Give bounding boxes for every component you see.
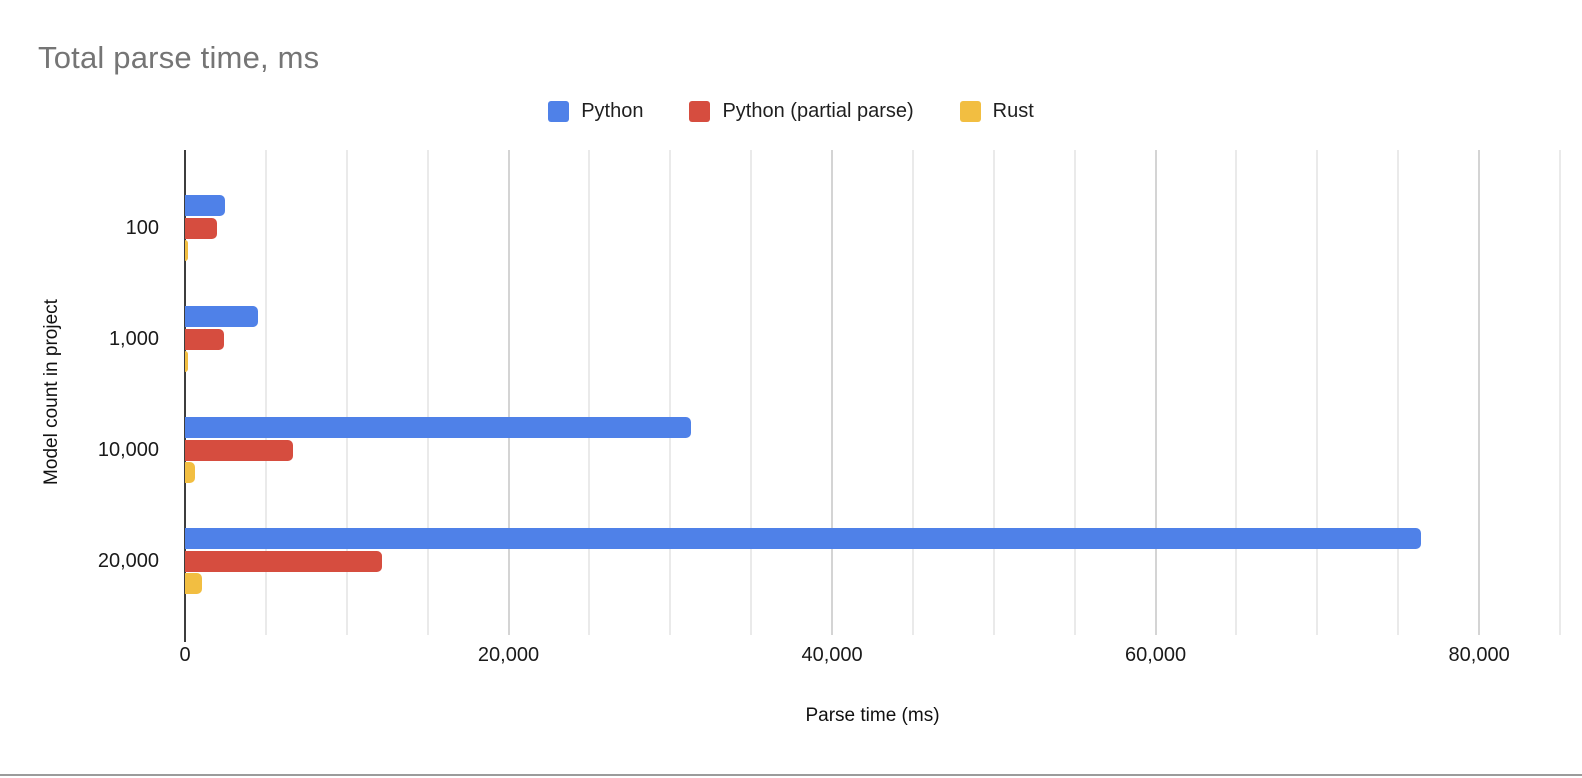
legend-item-python: Python: [548, 100, 643, 123]
major-gridline: [1154, 150, 1157, 635]
bar-python-partial-parse-100: [185, 217, 218, 239]
bar-python-20000: [185, 528, 1421, 549]
chart-title: Total parse time, ms: [38, 40, 320, 75]
bar-rust-20000: [185, 573, 202, 594]
y-tick-labels: 100 1,000 10,000 20,000: [0, 150, 172, 635]
minor-gridline: [1559, 150, 1561, 635]
major-gridline: [1478, 150, 1481, 635]
major-gridline: [507, 150, 510, 635]
bar-rust-1000: [185, 351, 189, 372]
x-tick-label: 20,000: [477, 644, 540, 666]
x-tick-label: 60,000: [1124, 644, 1187, 666]
legend-label-python-partial: Python (partial parse): [722, 100, 914, 122]
minor-gridline: [1235, 150, 1238, 635]
legend-item-python-partial: Python (partial parse): [689, 100, 914, 123]
y-axis-line: [184, 150, 186, 642]
bar-python-partial-parse-20000: [185, 550, 383, 572]
minor-gridline: [992, 150, 995, 635]
minor-gridline: [345, 150, 348, 635]
y-tick-label: 1,000: [108, 328, 159, 350]
minor-gridline: [426, 150, 429, 635]
x-tick-label: 0: [179, 644, 191, 666]
y-tick-label: 10,000: [97, 439, 159, 461]
bar-python-partial-parse-1000: [185, 328, 224, 350]
x-tick-label: 80,000: [1448, 644, 1510, 666]
x-axis-title: Parse time (ms): [805, 705, 940, 726]
minor-gridline: [911, 150, 914, 635]
legend-label-python: Python: [581, 100, 644, 122]
y-tick-label: 20,000: [97, 550, 159, 572]
minor-gridline: [1073, 150, 1076, 635]
minor-gridline: [588, 150, 591, 635]
y-tick-label: 100: [125, 217, 159, 239]
legend-label-rust: Rust: [992, 100, 1034, 122]
bar-python-100: [185, 195, 226, 216]
bar-python-partial-parse-10000: [185, 439, 294, 461]
bar-rust-10000: [185, 462, 195, 483]
minor-gridline: [1316, 150, 1319, 635]
minor-gridline: [264, 150, 267, 635]
x-tick-label: 40,000: [801, 644, 863, 666]
legend-item-rust: Rust: [959, 100, 1034, 123]
chart-legend: Python Python (partial parse) Rust: [0, 100, 1582, 123]
minor-gridline: [1397, 150, 1400, 635]
minor-gridline: [669, 150, 672, 635]
legend-swatch-rust-icon: [959, 101, 981, 122]
bar-rust-100: [185, 240, 188, 261]
minor-gridline: [750, 150, 753, 635]
plot-area: [184, 150, 1561, 642]
legend-swatch-python-icon: [548, 101, 570, 122]
page-bottom-border: [0, 774, 1582, 776]
legend-swatch-python-partial-icon: [689, 101, 711, 122]
bar-python-1000: [185, 306, 258, 327]
y-axis-title: Model count in project: [41, 299, 62, 485]
bar-python-10000: [185, 417, 692, 438]
major-gridline: [831, 150, 834, 635]
